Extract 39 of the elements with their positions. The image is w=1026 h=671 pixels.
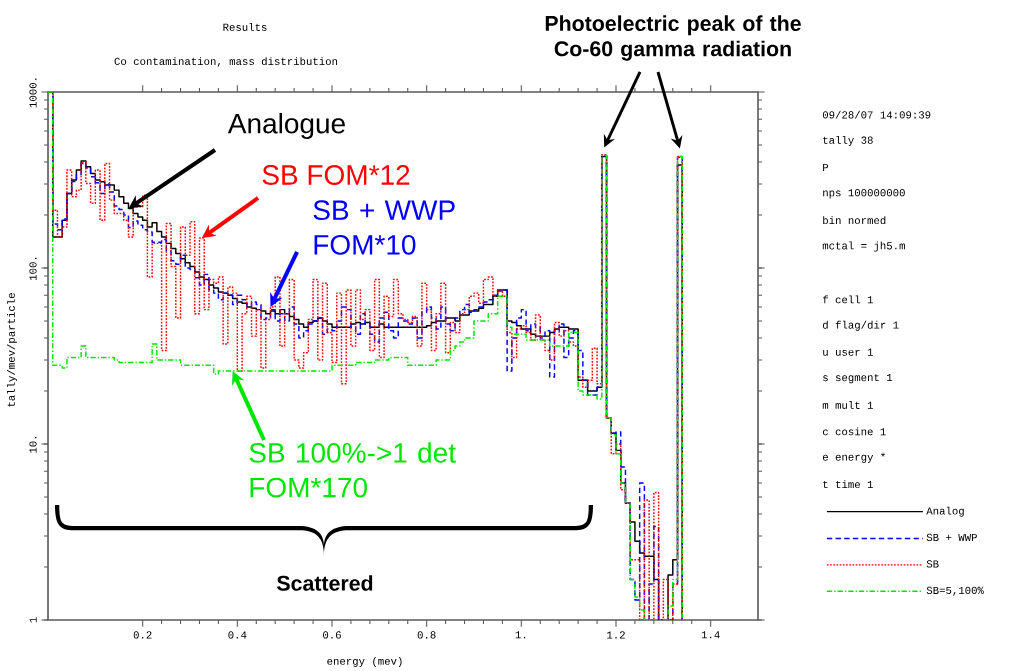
chart-subtitle: Co contamination, mass distribution	[114, 57, 338, 67]
y-tick-label: 10.	[29, 436, 37, 453]
text: Analog	[926, 506, 964, 517]
annotation: Scattered	[277, 575, 373, 591]
x-tick-label: 1.4	[701, 631, 720, 639]
x-tick-label: 1.2	[607, 631, 625, 639]
text: mctal = jh5.m	[822, 241, 905, 252]
text: P	[823, 163, 829, 171]
x-tick-label: 0.8	[417, 631, 436, 639]
x-tick-label: 0.6	[323, 631, 341, 639]
chart-title: Results	[223, 23, 267, 31]
text: nps 100000000	[823, 189, 905, 199]
annotation: Analogue	[227, 112, 345, 140]
text: s segment 1	[823, 373, 893, 384]
text: bin normed	[823, 216, 886, 225]
y-tick-label: 1	[29, 617, 37, 623]
text: t time 1	[823, 480, 873, 489]
text: Photoelectric peak of the Co-60 gamma radiation	[545, 15, 801, 61]
text: m mult 1	[822, 401, 873, 409]
x-tick-label: 0.2	[133, 631, 152, 639]
text: f cell 1	[822, 295, 873, 304]
text: SB=5,100%	[926, 586, 984, 596]
y-tick-label: 1000.	[29, 78, 37, 108]
text: 09/28/07 14:09:39	[822, 110, 931, 119]
text: tally 38	[823, 136, 873, 146]
text: SB	[926, 560, 939, 568]
x-axis-title: energy (mev)	[327, 657, 402, 667]
text: c cosine 1	[822, 427, 886, 436]
text: u user 1	[823, 348, 873, 356]
text: d flag/dir 1	[822, 320, 899, 331]
y-tick-label: 100.	[29, 257, 37, 281]
text: SB + WWP	[926, 533, 977, 542]
x-tick-label: 1.	[515, 631, 526, 639]
text: e energy *	[822, 452, 885, 463]
annotation: SB 100%->1 det FOM*170	[249, 442, 456, 498]
y-axis-title: tally/mev/particle	[7, 293, 17, 407]
x-tick-label: 0.4	[228, 631, 247, 639]
annotation: SB FOM*12	[262, 165, 410, 185]
annotation: SB + WWP FOM*10	[313, 200, 455, 255]
